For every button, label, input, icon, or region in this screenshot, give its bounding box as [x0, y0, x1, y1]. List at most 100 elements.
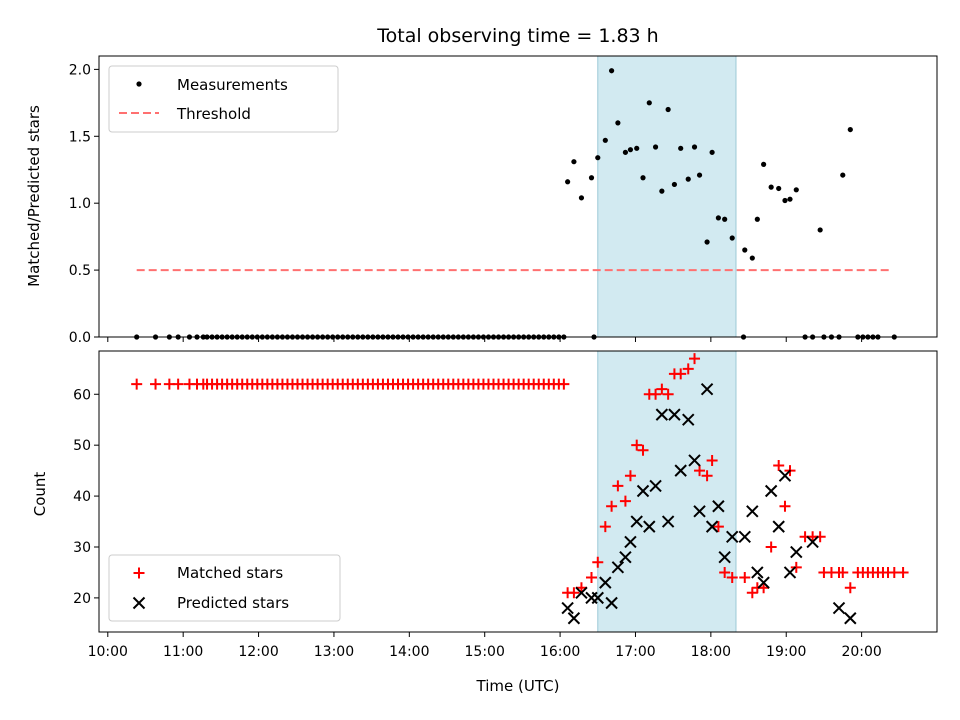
measurement-point	[709, 149, 715, 155]
measurement-point	[578, 195, 585, 201]
measurement-points	[134, 68, 897, 340]
matched-star-point	[712, 521, 724, 533]
measurement-point	[817, 227, 823, 233]
matched-star-point	[575, 582, 587, 594]
measurement-point	[715, 215, 721, 221]
legend-measurements-label: Measurements	[177, 76, 288, 94]
measurement-point	[588, 175, 595, 181]
matched-star-point	[172, 378, 184, 390]
predicted-star-point	[591, 591, 604, 605]
matched-star-point	[701, 470, 713, 482]
predicted-star-point	[772, 520, 785, 533]
predicted-star-point	[832, 601, 846, 615]
measurement-point	[742, 247, 748, 253]
matched-star-point	[150, 378, 162, 390]
predicted-star-point	[705, 520, 719, 533]
measurement-point	[622, 149, 629, 155]
predicted-star-point	[655, 408, 669, 421]
predicted-star-point	[693, 505, 706, 518]
matched-star-point	[631, 439, 643, 451]
legend-matched-label: Matched stars	[177, 564, 283, 582]
predicted-star-point	[764, 484, 778, 498]
matched-star-point	[694, 465, 706, 477]
predicted-star-point	[726, 530, 739, 544]
predicted-star-point	[649, 479, 662, 493]
top-y-axis-label: Matched/Predicted stars	[25, 105, 43, 287]
top-x-axis-ticks	[107, 337, 863, 342]
matched-star-point	[844, 582, 856, 594]
measurement-point	[754, 216, 760, 222]
legend-measurements-marker	[136, 81, 142, 87]
predicted-star-point	[599, 576, 612, 589]
measurement-point	[704, 239, 710, 245]
matched-star-point	[897, 566, 909, 578]
top-legend-box	[108, 65, 339, 133]
x-tick-label: 20:00	[841, 644, 881, 660]
matched-star-point	[719, 566, 731, 578]
matched-star-point	[837, 566, 849, 578]
bottom-y-tick-label: 50	[73, 438, 91, 454]
x-axis-label: Time (UTC)	[476, 677, 560, 695]
measurement-point	[749, 255, 755, 261]
matched-star-point	[568, 587, 580, 599]
measurement-point	[722, 216, 728, 222]
matched-star-point	[706, 454, 718, 466]
top-y-tick-label: 1.0	[69, 196, 91, 212]
predicted-star-point	[605, 596, 618, 610]
bottom-y-axis-ticks: 20 30 40 50 60	[73, 387, 99, 607]
predicted-star-point	[668, 408, 681, 421]
predicted-star-point	[619, 550, 632, 564]
matched-star-point	[662, 388, 674, 400]
measurement-point	[595, 155, 601, 161]
top-y-tick-label: 2.0	[69, 62, 91, 78]
top-legend: Measurements Threshold	[108, 65, 339, 133]
observing-span-bottom	[597, 350, 737, 633]
x-tick-label: 10:00	[88, 644, 128, 660]
matched-star-point	[689, 353, 701, 365]
predicted-star-point	[624, 535, 637, 549]
legend-predicted-marker	[132, 596, 146, 610]
bottom-y-tick-label: 40	[73, 489, 91, 505]
measurement-point	[640, 175, 646, 181]
predicted-star-point	[688, 454, 701, 467]
measurement-point	[729, 235, 735, 241]
measurement-point	[652, 144, 659, 150]
top-axes-frame	[98, 55, 938, 338]
matched-star-point	[612, 480, 624, 492]
measurement-point	[665, 106, 671, 113]
matched-star-point	[675, 368, 687, 380]
predicted-star-point	[778, 469, 792, 482]
measurement-point	[793, 187, 799, 193]
x-tick-label: 17:00	[615, 644, 655, 660]
measurement-point	[608, 68, 615, 74]
x-tick-label: 11:00	[163, 644, 203, 660]
predicted-star-point	[783, 566, 797, 579]
x-tick-label: 18:00	[691, 644, 731, 660]
measurement-point	[761, 161, 767, 167]
matched-stars-points	[131, 353, 909, 599]
bottom-panel: 20 30 40 50 60 10:00 11:00 12:00 13:00 14:00 15:0…	[31, 350, 938, 695]
x-tick-label: 16:00	[540, 644, 580, 660]
matched-star-point	[758, 582, 770, 594]
bottom-y-tick-label: 30	[73, 540, 91, 556]
measurement-point	[627, 147, 634, 153]
measurement-point	[691, 144, 698, 150]
matched-star-point	[650, 388, 662, 400]
measurement-point	[696, 172, 703, 178]
predicted-star-point	[751, 566, 764, 579]
top-panel: 0.00.51.01.52.0 Matched/Predicted stars …	[25, 55, 938, 346]
measurement-point	[840, 172, 846, 178]
x-tick-label: 19:00	[766, 644, 806, 660]
measurement-point	[768, 184, 774, 190]
matched-star-point	[682, 363, 694, 375]
predicted-star-point	[738, 530, 751, 544]
bottom-legend: Matched stars Predicted stars	[108, 554, 341, 622]
legend-matched-marker	[133, 567, 145, 579]
matched-star-point	[790, 561, 802, 573]
measurement-point	[685, 176, 691, 182]
predicted-star-point	[561, 601, 574, 615]
matched-star-point	[773, 460, 785, 472]
matched-star-point	[592, 556, 604, 568]
predicted-star-point	[790, 545, 803, 559]
